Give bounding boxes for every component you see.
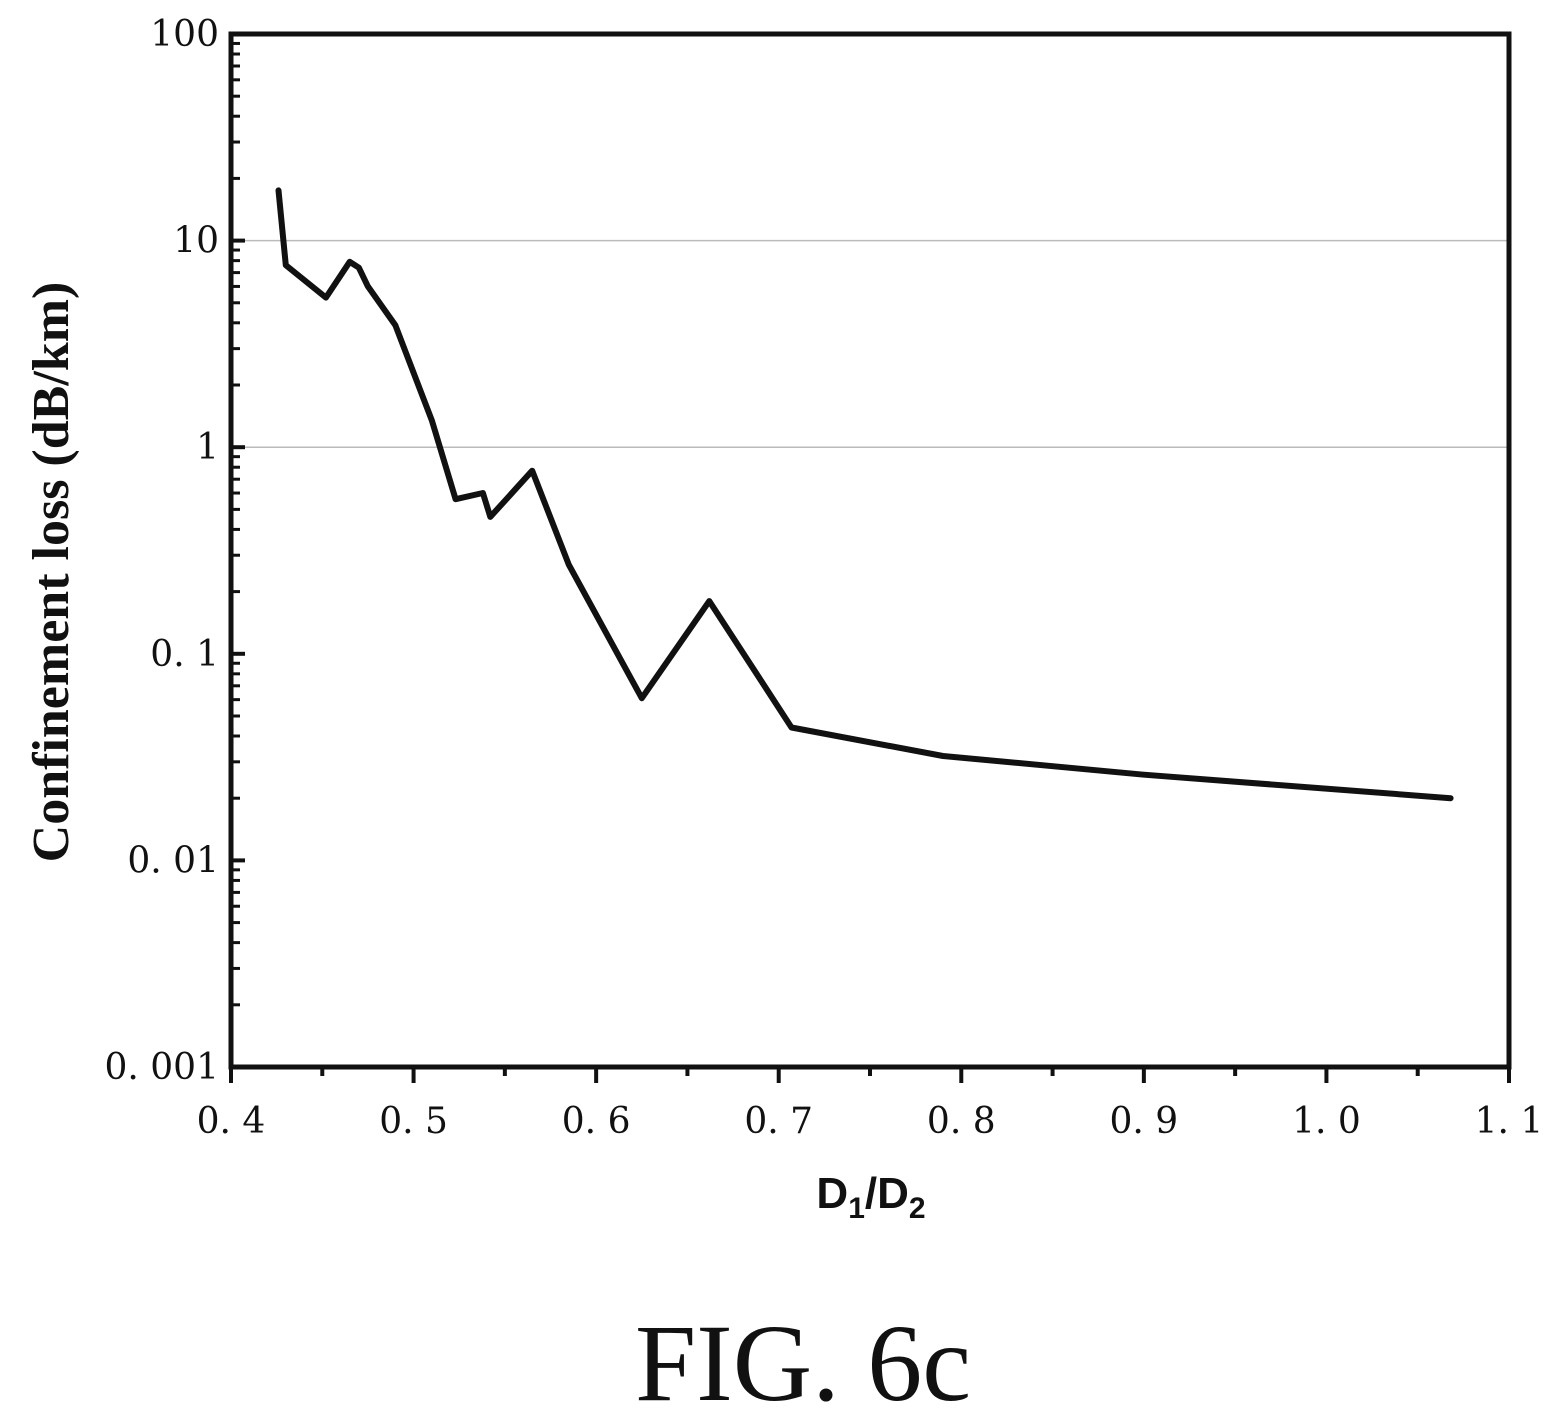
x-tick-label: 0. 4 (197, 1101, 266, 1142)
plot-frame (228, 31, 1512, 1070)
x-tick-labels: 0. 4 0. 5 0. 6 0. 7 0. 8 0. 9 1. 0 1. 1 (197, 1101, 1544, 1142)
y-tick-label: 10 (173, 221, 219, 262)
gridlines (231, 239, 1509, 448)
y-tick-labels: 100 10 1 0. 1 0. 01 0. 001 (104, 14, 219, 1088)
y-tick-label: 100 (150, 14, 219, 55)
axis-ticks (229, 32, 1511, 1083)
y-tick-label: 0. 001 (104, 1047, 219, 1088)
y-tick-label: 0. 1 (150, 634, 219, 675)
x-tick-label: 1. 0 (1292, 1101, 1361, 1142)
x-tick-label: 1. 1 (1475, 1101, 1544, 1142)
figure-caption: FIG. 6c (635, 1302, 971, 1422)
x-tick-label: 0. 6 (562, 1101, 631, 1142)
x-axis-title: D1/D2 (816, 1169, 925, 1225)
x-tick-label: 0. 7 (744, 1101, 813, 1142)
y-tick-label: 0. 01 (127, 840, 219, 881)
y-tick-label: 1 (196, 427, 219, 468)
y-axis-title: Confinement loss (dB/km) (23, 282, 80, 863)
x-tick-label: 0. 9 (1110, 1101, 1179, 1142)
x-tick-label: 0. 5 (379, 1101, 448, 1142)
series-line (275, 187, 1454, 802)
x-tick-label: 0. 8 (927, 1101, 996, 1142)
